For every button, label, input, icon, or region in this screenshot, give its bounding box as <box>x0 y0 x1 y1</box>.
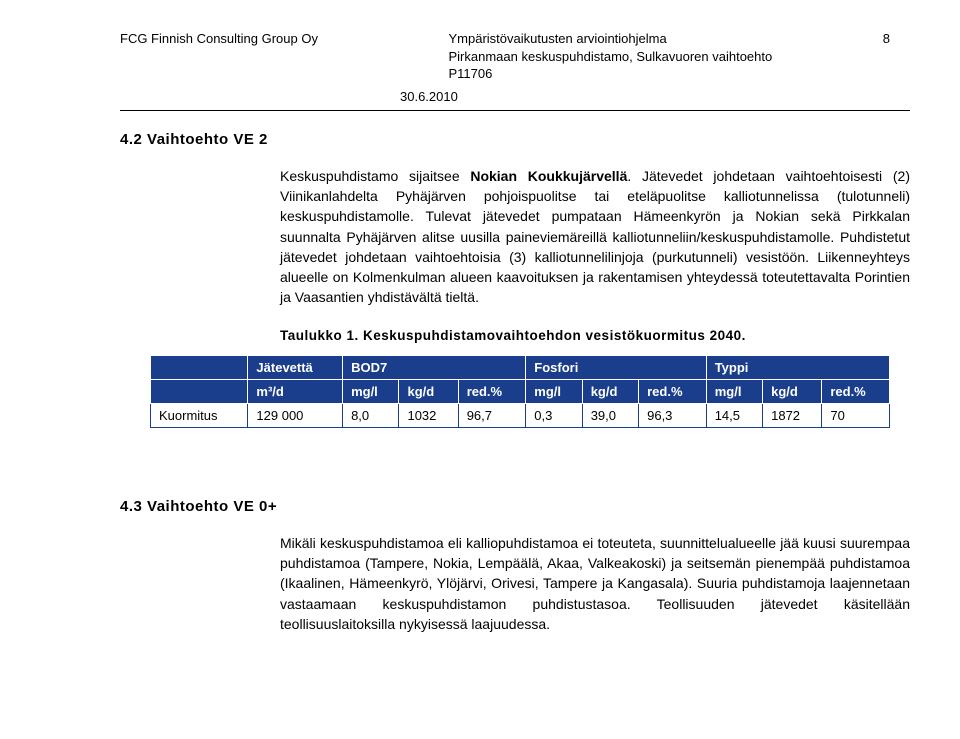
header-company: FCG Finnish Consulting Group Oy <box>120 30 318 83</box>
th2-mgl-3: mg/l <box>706 379 762 403</box>
page-number: 8 <box>883 30 910 83</box>
th2-mgl-2: mg/l <box>526 379 582 403</box>
header-title-block: Ympäristövaikutusten arviointiohjelma Pi… <box>428 30 772 83</box>
td-c3: 8,0 <box>343 403 399 427</box>
header-date: 30.6.2010 <box>120 89 910 104</box>
td-c10: 1872 <box>763 403 822 427</box>
th2-m3d: m³/d <box>248 379 343 403</box>
th2-blank <box>151 379 248 403</box>
section-4-2-paragraph: Keskuspuhdistamo sijaitsee Nokian Koukku… <box>280 166 910 308</box>
th2-kgd-3: kg/d <box>763 379 822 403</box>
section-4-3-heading: 4.3 Vaihtoehto VE 0+ <box>120 498 910 515</box>
th2-red-2: red.% <box>639 379 707 403</box>
th-blank <box>151 355 248 379</box>
header-line2: Pirkanmaan keskuspuhdistamo, Sulkavuoren… <box>448 48 772 66</box>
th2-kgd-1: kg/d <box>399 379 458 403</box>
section-4-3-paragraph: Mikäli keskuspuhdistamoa eli kalliopuhdi… <box>280 533 910 634</box>
th2-red-3: red.% <box>822 379 890 403</box>
td-c11: 70 <box>822 403 890 427</box>
p1-prefix: Keskuspuhdistamo sijaitsee <box>280 168 470 184</box>
td-c5: 96,7 <box>458 403 526 427</box>
header-divider <box>120 110 910 111</box>
td-c6: 0,3 <box>526 403 582 427</box>
header-line3: P11706 <box>448 65 772 83</box>
td-c9: 14,5 <box>706 403 762 427</box>
table-row: Kuormitus 129 000 8,0 1032 96,7 0,3 39,0… <box>151 403 890 427</box>
header-line1: Ympäristövaikutusten arviointiohjelma <box>448 30 772 48</box>
td-label: Kuormitus <box>151 403 248 427</box>
th2-red-1: red.% <box>458 379 526 403</box>
th-jatevetta: Jätevettä <box>248 355 343 379</box>
table-head-row-1: Jätevettä BOD7 Fosfori Typpi <box>151 355 890 379</box>
td-c2: 129 000 <box>248 403 343 427</box>
th2-mgl-1: mg/l <box>343 379 399 403</box>
p1-bold: Nokian Koukkujärvellä <box>470 168 627 184</box>
p1-suffix: . Jätevedet johdetaan vaihtoehtoisesti (… <box>280 168 910 306</box>
td-c4: 1032 <box>399 403 458 427</box>
table-1-caption: Taulukko 1. Keskuspuhdistamovaihtoehdon … <box>280 328 910 343</box>
table-head-row-2: m³/d mg/l kg/d red.% mg/l kg/d red.% mg/… <box>151 379 890 403</box>
td-c7: 39,0 <box>582 403 638 427</box>
section-4-2-heading: 4.2 Vaihtoehto VE 2 <box>120 131 910 148</box>
td-c8: 96,3 <box>639 403 707 427</box>
th-fosfori: Fosfori <box>526 355 706 379</box>
table-1: Jätevettä BOD7 Fosfori Typpi m³/d mg/l k… <box>150 355 890 428</box>
th-typpi: Typpi <box>706 355 889 379</box>
th2-kgd-2: kg/d <box>582 379 638 403</box>
th-bod7: BOD7 <box>343 355 526 379</box>
